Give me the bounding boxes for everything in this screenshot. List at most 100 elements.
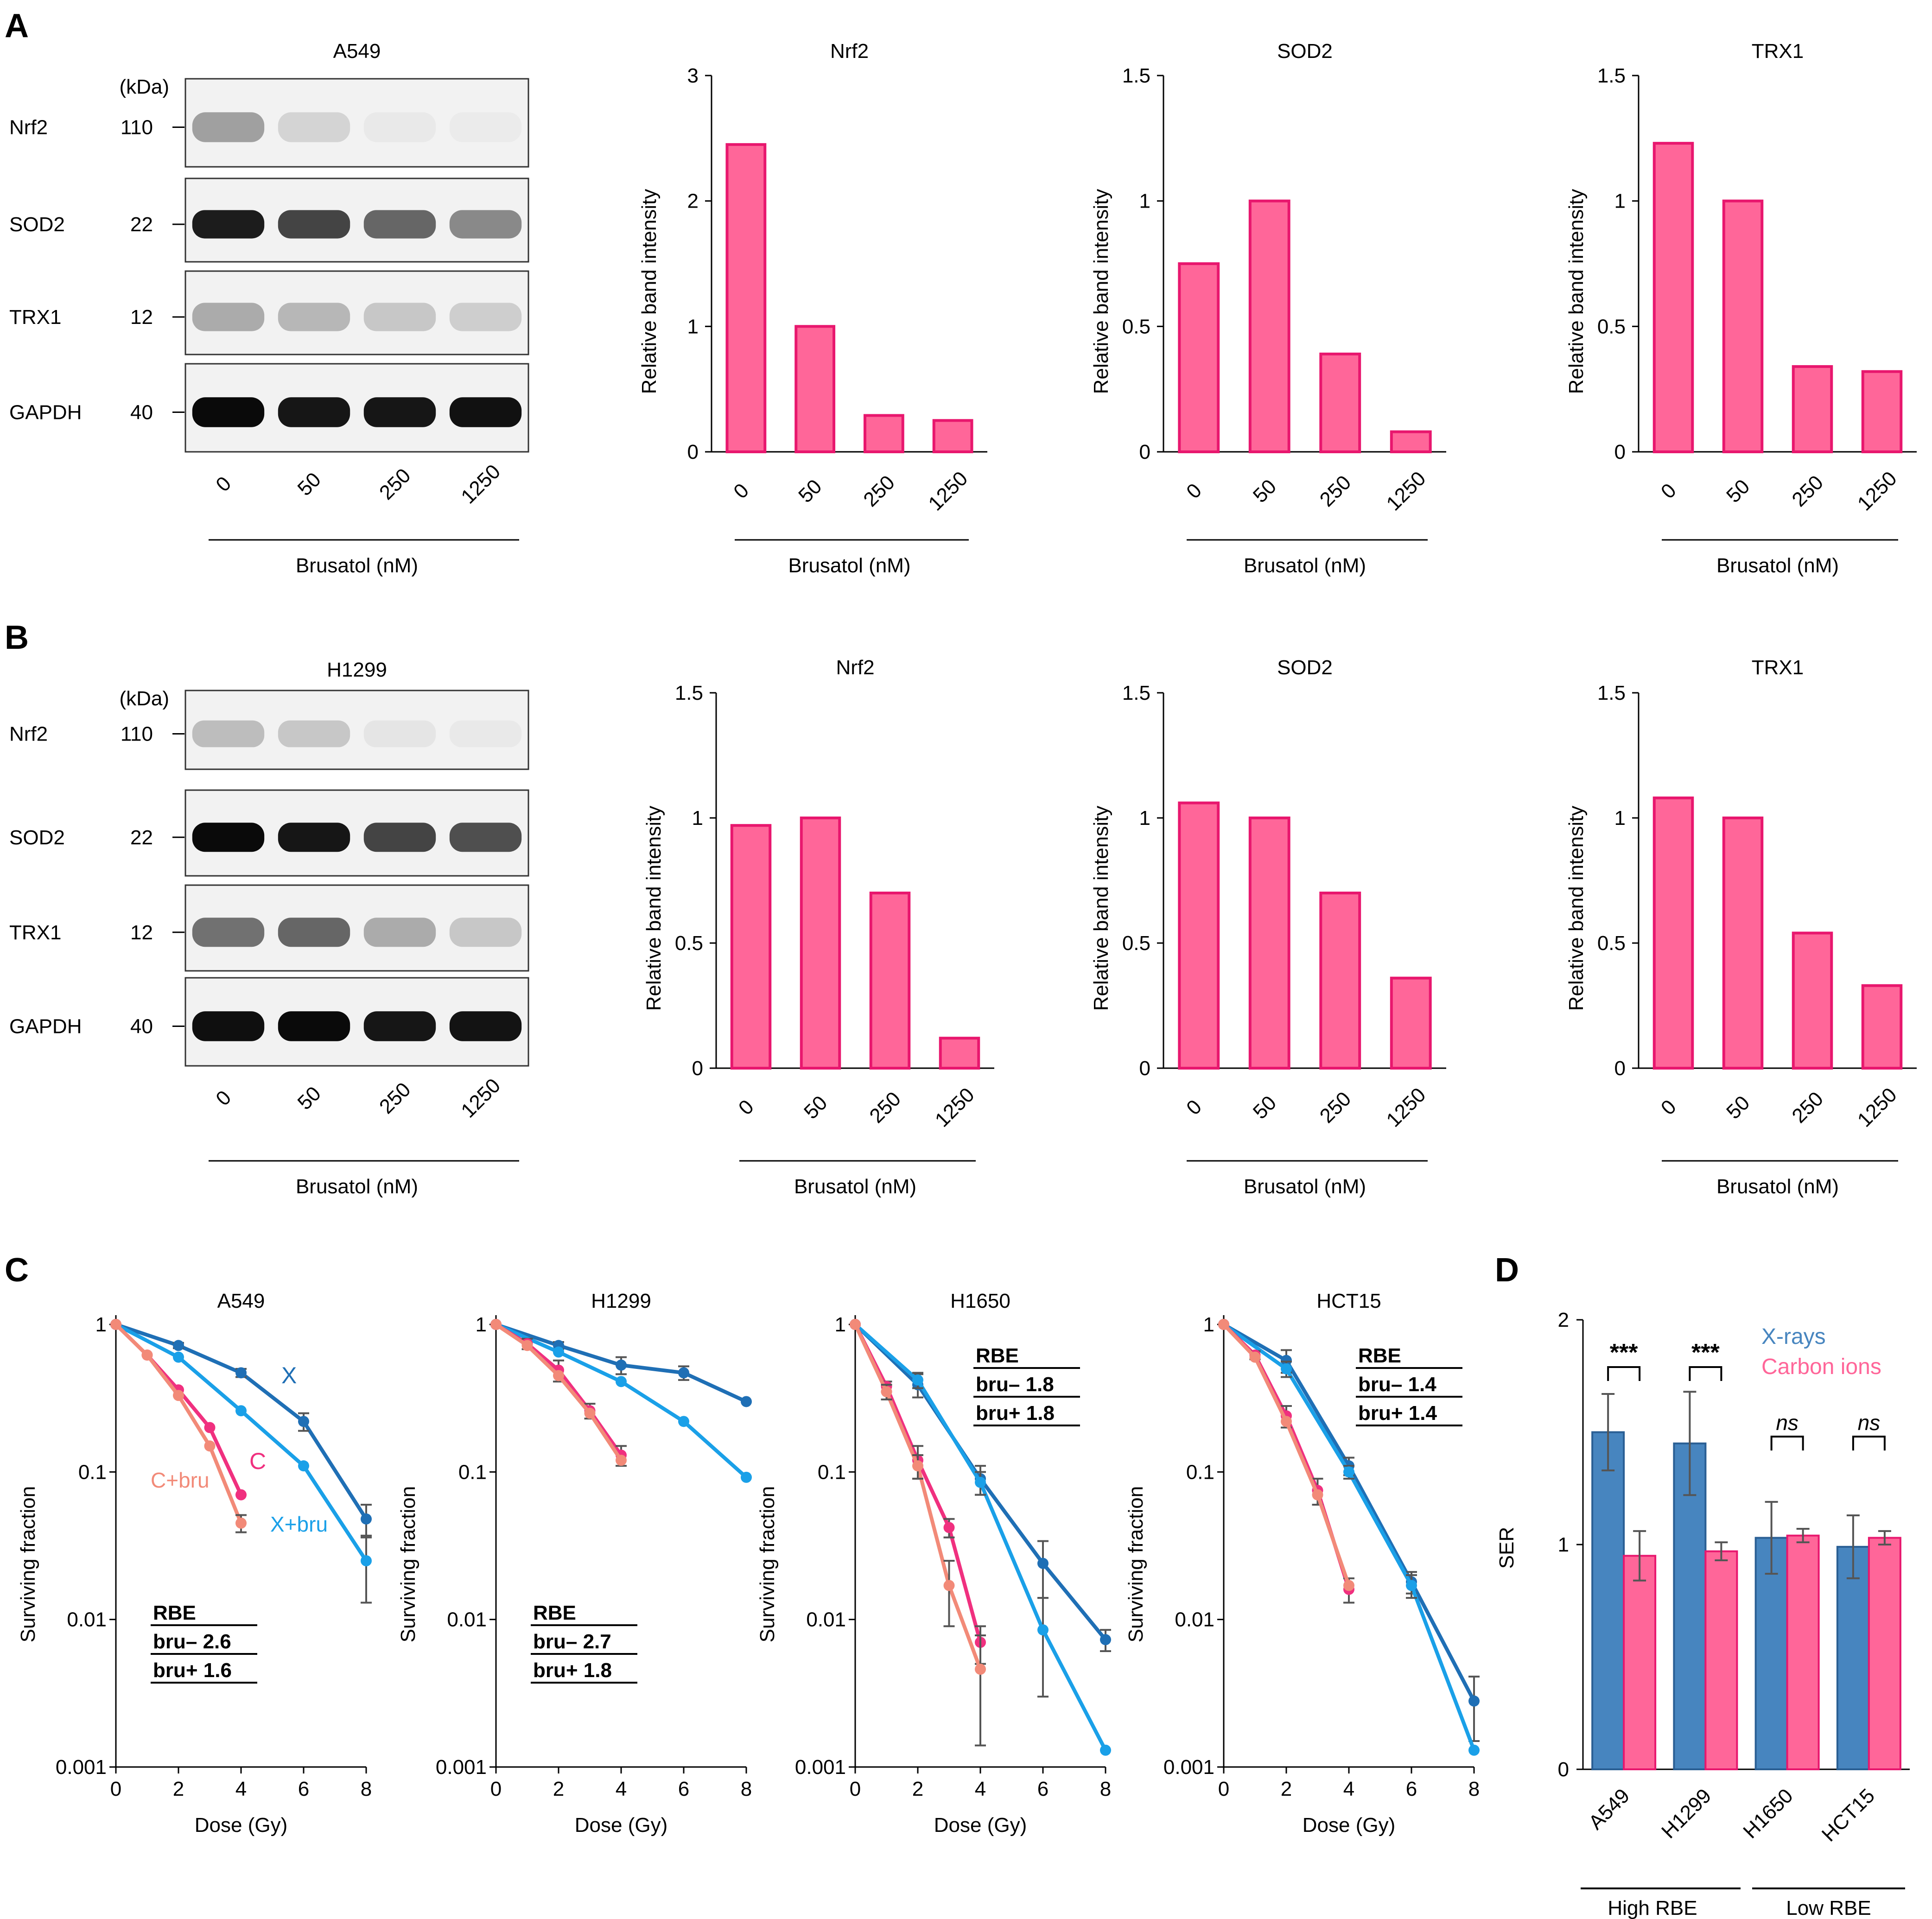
data-point [521, 1340, 533, 1351]
kda-label: (kDa) [119, 76, 169, 98]
bar [1861, 984, 1903, 1070]
y-tick-label: 1 [1139, 190, 1150, 213]
protein-label: SOD2 [9, 213, 65, 236]
data-point [741, 1396, 752, 1407]
lane-label: 1250 [457, 460, 505, 508]
x-tick-label: 6 [1037, 1778, 1049, 1800]
series-X [1218, 1319, 1480, 1742]
data-point [490, 1319, 502, 1330]
y-tick-label: 0 [1139, 1057, 1150, 1080]
data-point [361, 1513, 372, 1525]
y-axis-label: Relative band intensity [1565, 806, 1588, 1011]
blot-band [449, 210, 522, 239]
x-tick-label: 0 [729, 479, 753, 503]
lane-label: 0 [211, 472, 235, 496]
bar-chart-B-SOD2: 0 0.5 1 1.5 SOD2 Relative band intensity 0 50 25… [1090, 656, 1446, 1198]
x-axis-label: Dose (Gy) [1303, 1814, 1395, 1837]
y-tick-label: 0.01 [447, 1609, 487, 1631]
series-X [490, 1319, 752, 1407]
y-tick-label: 0.5 [1122, 932, 1150, 955]
x-tick-label: 6 [1406, 1778, 1417, 1800]
blot-band [192, 1011, 265, 1041]
x-tick-label: HCT15 [1818, 1784, 1879, 1846]
series-line [1222, 1323, 1476, 1751]
x-tick-label: 8 [1468, 1778, 1480, 1800]
x-tick-label: H1650 [1739, 1784, 1797, 1843]
significance-bracket [1689, 1366, 1722, 1381]
data-point [235, 1489, 247, 1501]
data-point [553, 1370, 564, 1381]
bar [1792, 365, 1833, 453]
bar [1722, 199, 1764, 453]
bar [1868, 1537, 1901, 1770]
y-tick-label: 0.5 [1597, 932, 1626, 955]
series-X [110, 1319, 372, 1539]
data-point [1343, 1580, 1354, 1591]
bar [1390, 430, 1432, 454]
series-C+bru [1218, 1319, 1354, 1591]
blot-band [192, 112, 265, 142]
data-point [584, 1407, 596, 1419]
blot-title: A549 [333, 40, 381, 63]
x-tick-label: 1250 [1853, 467, 1901, 515]
protein-label: SOD2 [9, 826, 65, 849]
blot-band [363, 720, 436, 747]
x-axis-label: Brusatol (nM) [794, 1175, 916, 1198]
y-tick-label: 0 [1614, 441, 1626, 463]
data-point [110, 1319, 121, 1330]
x-tick-label: 1250 [1382, 467, 1430, 515]
x-tick-label: 0 [1218, 1778, 1229, 1800]
x-tick-label: 50 [794, 475, 826, 507]
x-tick-label: 0 [1182, 1096, 1206, 1120]
y-tick-label: 0.5 [1597, 315, 1626, 338]
x-tick-label: 250 [1316, 471, 1356, 511]
y-tick-label: 1 [95, 1313, 107, 1336]
data-point [741, 1471, 752, 1483]
chart-title: H1299 [591, 1290, 651, 1312]
data-point [678, 1367, 689, 1379]
y-tick-label: 2 [1558, 1309, 1569, 1331]
series-label-x: X [281, 1362, 297, 1388]
blot-band [363, 918, 436, 947]
data-point [1281, 1363, 1292, 1374]
x-tick-label: 50 [1249, 475, 1281, 507]
x-tick-label: 2 [1281, 1778, 1292, 1800]
x-axis-label: Dose (Gy) [934, 1814, 1027, 1837]
bar-chart-A-Nrf2: 0 1 2 3 Nrf2 Relative band intensity 0 50 250 125… [638, 40, 987, 577]
data-point [1037, 1624, 1049, 1636]
legend-entry-x-rays: X-rays [1761, 1324, 1826, 1349]
chart-title: TRX1 [1752, 40, 1804, 63]
x-tick-label: 0 [1182, 479, 1206, 503]
chart-title: HCT15 [1316, 1290, 1381, 1312]
y-tick-label: 0.001 [1163, 1756, 1214, 1779]
y-tick-label: 0.001 [56, 1756, 107, 1779]
data-point [1281, 1355, 1292, 1366]
series-C+bru [110, 1319, 247, 1533]
y-tick-label: 0.5 [1122, 315, 1150, 338]
blot-band [363, 210, 436, 239]
blot-band [192, 720, 265, 747]
x-axis-label: Brusatol (nM) [1716, 1175, 1839, 1198]
data-point [1100, 1744, 1111, 1756]
blot-band [278, 210, 350, 239]
bar [800, 817, 841, 1070]
x-tick-label: 250 [1316, 1087, 1356, 1127]
y-tick-label: 1.5 [1122, 64, 1150, 87]
bar [1178, 801, 1220, 1070]
bar [1704, 1550, 1738, 1771]
data-point [616, 1359, 627, 1371]
blot-A549: A549 (kDa) Nrf2 110 SOD2 22 TRX1 12 GAPDH 40 0 50 25… [9, 40, 529, 577]
data-point [678, 1416, 689, 1427]
data-point [616, 1376, 627, 1387]
rbe-line-2: bru+ 1.8 [533, 1659, 612, 1682]
bar [1248, 199, 1290, 453]
data-point [361, 1555, 372, 1566]
blot-band [192, 397, 265, 427]
bar [1836, 1545, 1870, 1771]
protein-label: GAPDH [9, 401, 82, 424]
x-tick-label: 0 [1657, 479, 1681, 503]
lane-label: 1250 [457, 1074, 505, 1122]
y-tick-label: 1.5 [1597, 64, 1626, 87]
x-tick-label: 4 [616, 1778, 627, 1800]
